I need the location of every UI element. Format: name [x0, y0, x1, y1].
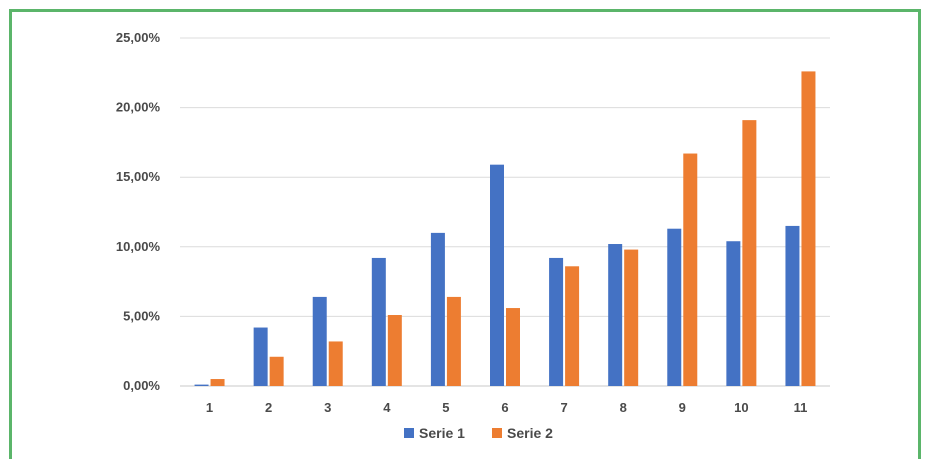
bar-serie-2-cat-3 [328, 341, 343, 386]
bar-serie-2-cat-2 [269, 356, 284, 386]
y-tick-label: 0,00% [123, 378, 160, 393]
bar-serie-2-cat-11 [801, 71, 816, 387]
legend-swatch-serie-2 [492, 428, 502, 438]
y-axis-ticks: 0,00% 5,00% 10,00% 15,00% 20,00% 25,00% [116, 30, 161, 393]
bar-serie-2-cat-6 [506, 308, 520, 386]
x-tick-label: 5 [442, 400, 449, 415]
bar-serie-2-cat-7 [565, 266, 580, 386]
bar-serie-1-cat-4 [371, 257, 386, 386]
bar-serie-1-cat-1 [194, 384, 209, 386]
x-tick-label: 4 [383, 400, 391, 415]
y-tick-label: 10,00% [116, 239, 161, 254]
bar-serie-1-cat-7 [549, 257, 564, 386]
bar-serie-1-cat-5 [430, 232, 445, 386]
legend: Serie 1 Serie 2 [404, 425, 553, 441]
bar-serie-2-cat-10 [742, 120, 757, 387]
y-tick-label: 15,00% [116, 169, 161, 184]
x-tick-label: 11 [794, 400, 808, 415]
x-tick-label: 7 [560, 400, 567, 415]
bar-serie-2-cat-5 [446, 296, 461, 386]
x-tick-label: 3 [324, 400, 331, 415]
x-tick-label: 8 [620, 400, 627, 415]
x-tick-label: 10 [734, 400, 748, 415]
bar-serie-2-cat-8 [624, 249, 639, 386]
x-tick-label: 9 [679, 400, 686, 415]
y-tick-label: 20,00% [116, 100, 161, 115]
legend-swatch-serie-1 [404, 428, 414, 438]
legend-label-serie-2: Serie 2 [507, 425, 553, 441]
y-tick-label: 5,00% [123, 308, 160, 323]
bar-serie-1-cat-3 [312, 296, 327, 386]
bar-serie-1-cat-10 [726, 241, 741, 386]
x-tick-label: 6 [501, 400, 508, 415]
bar-serie-2-cat-9 [683, 153, 698, 386]
legend-label-serie-1: Serie 1 [419, 425, 465, 441]
bar-serie-1-cat-11 [785, 225, 800, 386]
bar-serie-1-cat-6 [490, 164, 504, 386]
bar-serie-2-cat-4 [387, 315, 402, 386]
y-tick-label: 25,00% [116, 30, 161, 45]
gridlines [180, 37, 830, 387]
bars [194, 71, 816, 387]
bar-serie-1-cat-8 [608, 244, 623, 386]
x-tick-label: 2 [265, 400, 272, 415]
bar-serie-2-cat-1 [210, 379, 225, 386]
x-axis-ticks: 1 2 3 4 5 6 7 8 9 10 11 [206, 400, 807, 415]
x-tick-label: 1 [206, 400, 213, 415]
bar-serie-1-cat-2 [253, 327, 268, 386]
chart-frame [9, 9, 921, 459]
bar-serie-1-cat-9 [667, 228, 682, 386]
